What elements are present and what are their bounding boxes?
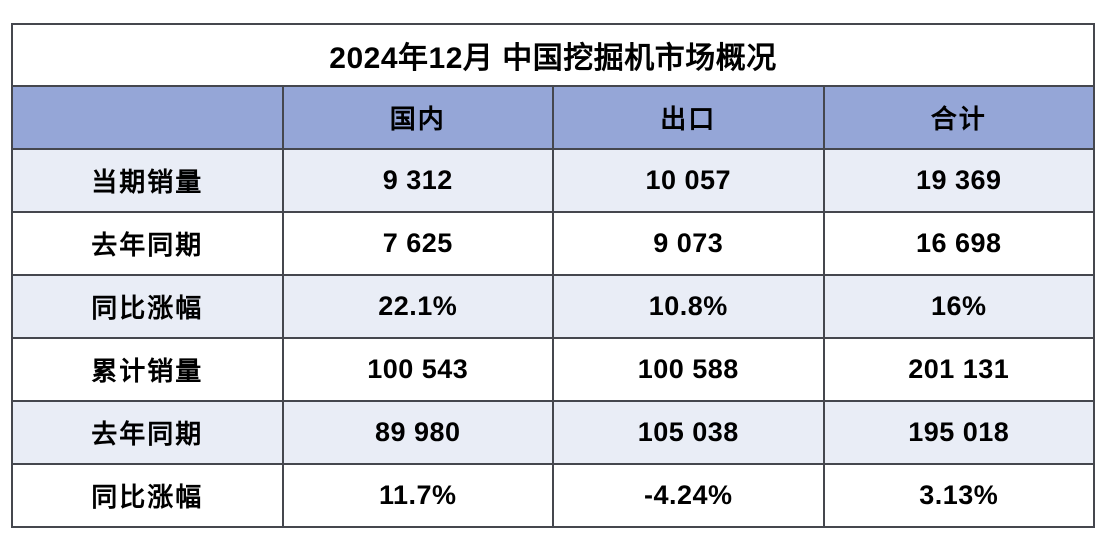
cell-value: 11.7% [281,463,554,528]
cell-value: 3.13% [822,463,1095,528]
market-overview-table: 2024年12月 中国挖掘机市场概况 国内 出口 合计 当期销量 9 312 1… [11,23,1095,528]
row-label: 同比涨幅 [11,463,284,528]
cell-value: -4.24% [552,463,825,528]
row-label: 累计销量 [11,337,284,402]
page-title: 2024年12月 中国挖掘机市场概况 [11,23,1095,87]
cell-value: 9 073 [552,211,825,276]
cell-value: 22.1% [281,274,554,339]
table-header-row: 国内 出口 合计 [11,85,1095,150]
table-title-row: 2024年12月 中国挖掘机市场概况 [11,23,1095,87]
cell-value: 89 980 [281,400,554,465]
cell-value: 100 543 [281,337,554,402]
cell-value: 201 131 [822,337,1095,402]
column-header-blank [11,85,284,150]
cell-value: 105 038 [552,400,825,465]
cell-value: 195 018 [822,400,1095,465]
market-overview-table-container: 2024年12月 中国挖掘机市场概况 国内 出口 合计 当期销量 9 312 1… [11,23,1095,528]
table-row-current-sales: 当期销量 9 312 10 057 19 369 [11,148,1095,213]
column-header-export: 出口 [552,85,825,150]
table-row-last-year-cumulative: 去年同期 89 980 105 038 195 018 [11,400,1095,465]
table-row-yoy-change: 同比涨幅 22.1% 10.8% 16% [11,274,1095,339]
table-row-cumulative-sales: 累计销量 100 543 100 588 201 131 [11,337,1095,402]
cell-value: 7 625 [281,211,554,276]
cell-value: 100 588 [552,337,825,402]
cell-value: 10.8% [552,274,825,339]
column-header-total: 合计 [822,85,1095,150]
table-row-last-year-same-period: 去年同期 7 625 9 073 16 698 [11,211,1095,276]
cell-value: 19 369 [822,148,1095,213]
row-label: 去年同期 [11,211,284,276]
cell-value: 16% [822,274,1095,339]
row-label: 同比涨幅 [11,274,284,339]
row-label: 去年同期 [11,400,284,465]
column-header-domestic: 国内 [281,85,554,150]
cell-value: 16 698 [822,211,1095,276]
row-label: 当期销量 [11,148,284,213]
cell-value: 9 312 [281,148,554,213]
cell-value: 10 057 [552,148,825,213]
table-row-cumulative-yoy-change: 同比涨幅 11.7% -4.24% 3.13% [11,463,1095,528]
